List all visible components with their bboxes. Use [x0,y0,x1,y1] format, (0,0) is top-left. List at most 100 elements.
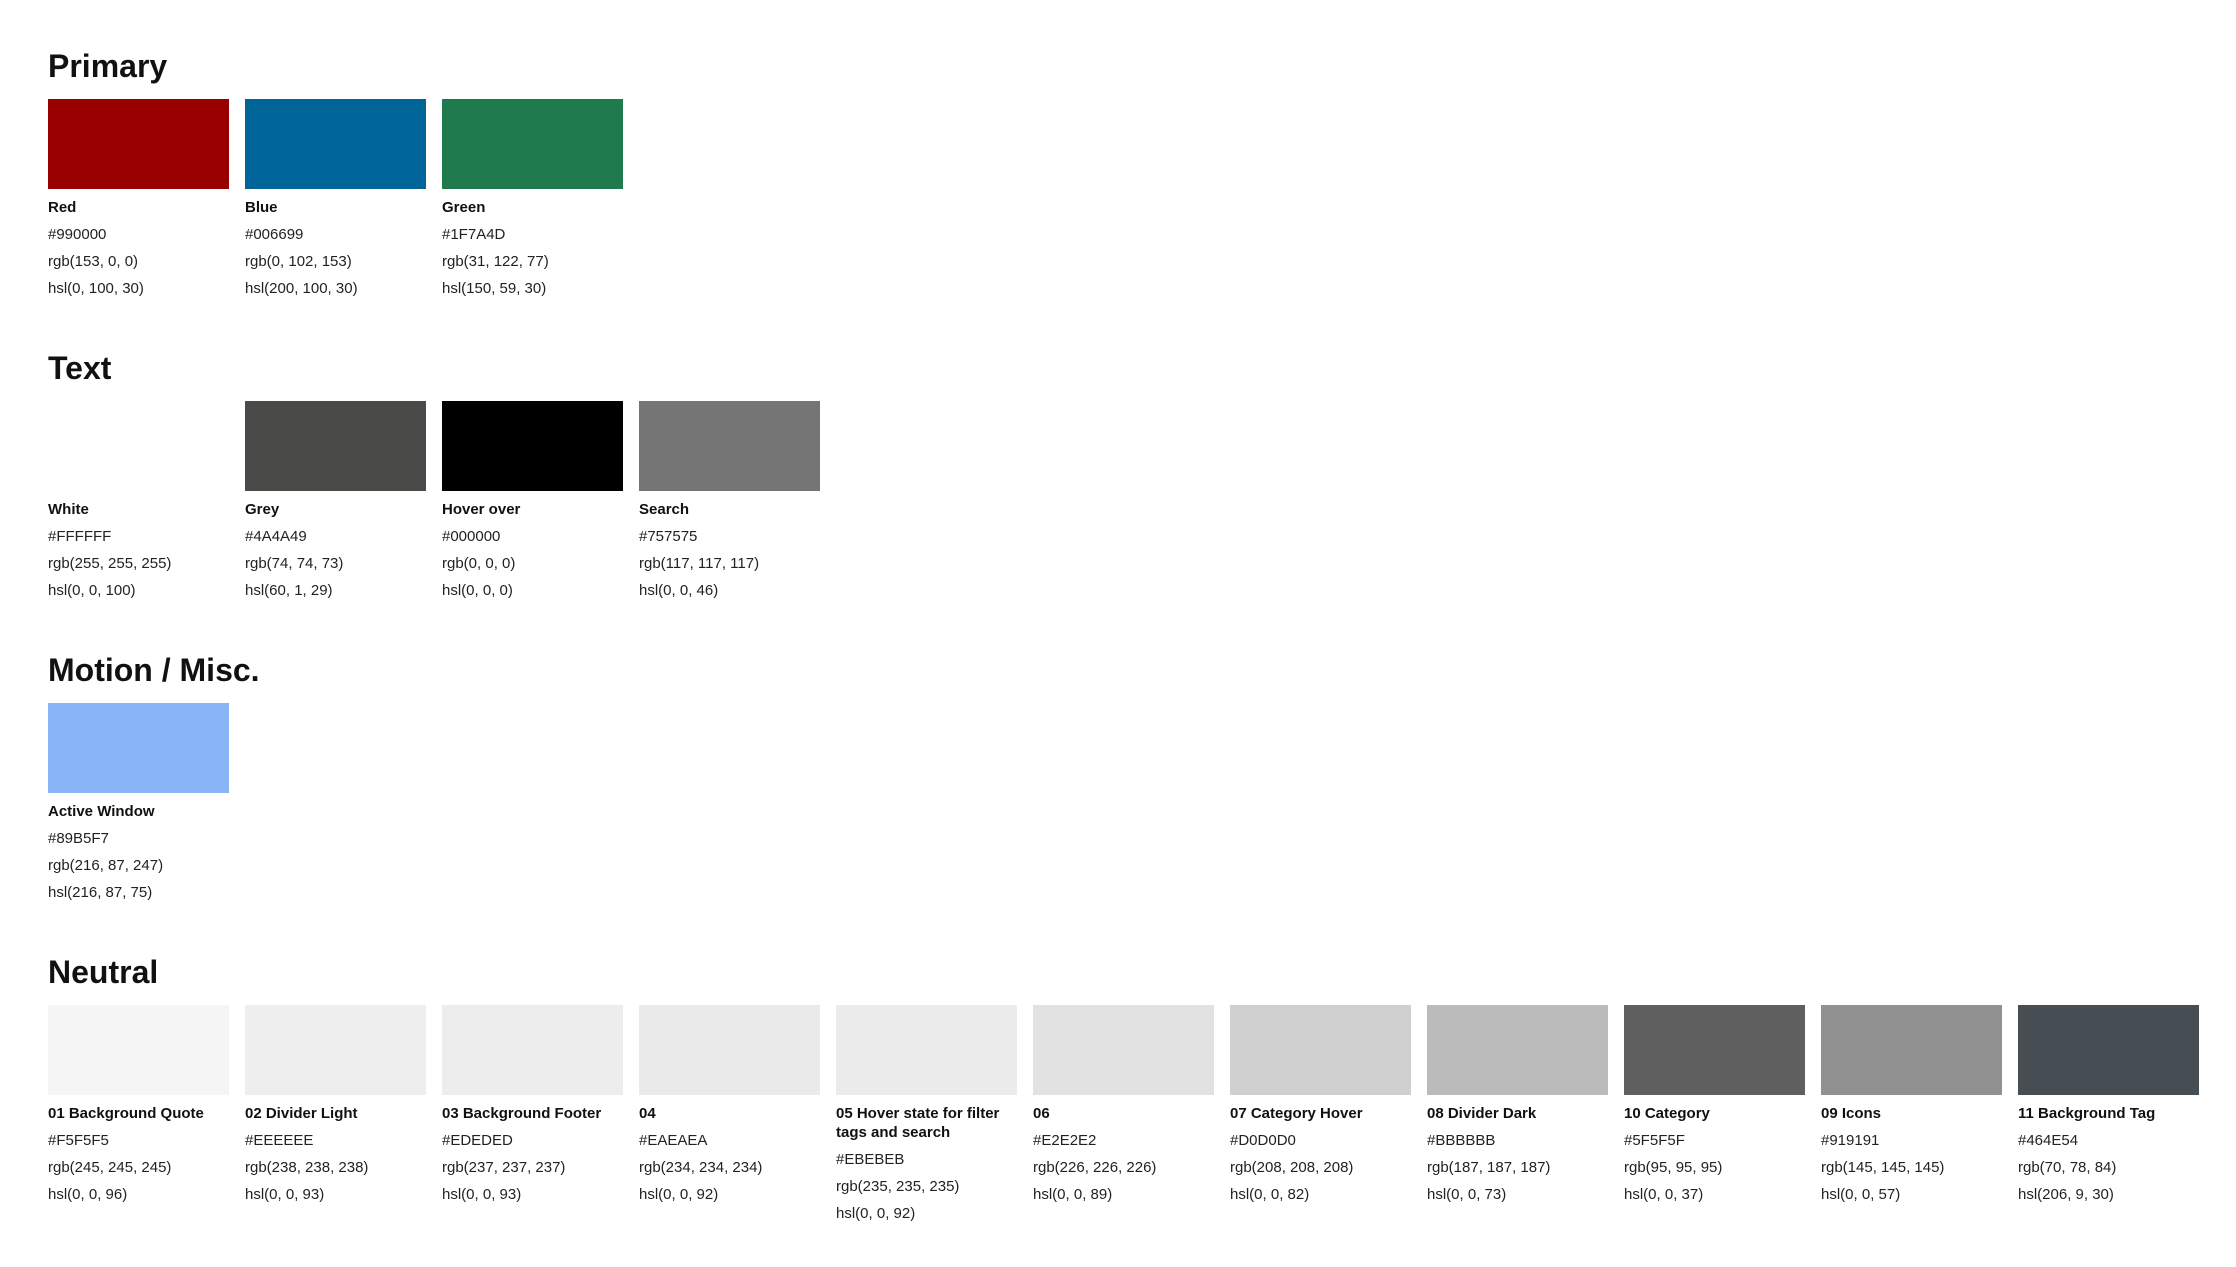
swatch-row: 01 Background Quote #F5F5F5 rgb(245, 245… [48,1005,2236,1231]
color-chip [48,99,229,189]
swatch-neutral-06: 06 #E2E2E2 rgb(226, 226, 226) hsl(0, 0, … [1033,1005,1214,1231]
swatch-hsl: hsl(206, 9, 30) [2018,1186,2114,1203]
swatch-rgb: rgb(0, 102, 153) [245,253,352,270]
swatch-row: Red #990000 rgb(153, 0, 0) hsl(0, 100, 3… [48,99,2236,306]
swatch-name: Grey [245,501,280,518]
section-text: Text White #FFFFFF rgb(255, 255, 255) hs… [48,348,2236,650]
swatch-name: Hover over [442,501,521,518]
swatch-neutral-04: 04 #EAEAEA rgb(234, 234, 234) hsl(0, 0, … [639,1005,820,1231]
swatch-rgb: rgb(237, 237, 237) [442,1159,566,1176]
swatch-hsl: hsl(0, 0, 96) [48,1186,128,1203]
swatch-rgb: rgb(187, 187, 187) [1427,1159,1551,1176]
swatch-hex: #EEEEEE [245,1132,314,1149]
swatch-neutral-11: 11 Background Tag #464E54 rgb(70, 78, 84… [2018,1005,2199,1231]
swatch-hex: #E2E2E2 [1033,1132,1097,1149]
swatch-hsl: hsl(0, 0, 46) [639,582,719,599]
swatch-hsl: hsl(0, 0, 0) [442,582,513,599]
swatch-name: 10 Category [1624,1105,1710,1122]
color-chip [1427,1005,1608,1095]
swatch-hsl: hsl(0, 0, 89) [1033,1186,1113,1203]
swatch-rgb: rgb(235, 235, 235) [836,1178,960,1195]
swatch-rgb: rgb(245, 245, 245) [48,1159,172,1176]
swatch-name: Red [48,199,77,216]
color-chip [836,1005,1017,1095]
color-chip [245,401,426,491]
color-chip [48,401,229,491]
swatch-hsl: hsl(0, 0, 73) [1427,1186,1507,1203]
swatch-neutral-09: 09 Icons #919191 rgb(145, 145, 145) hsl(… [1821,1005,2002,1231]
swatch-rgb: rgb(0, 0, 0) [442,555,516,572]
swatch-blue: Blue #006699 rgb(0, 102, 153) hsl(200, 1… [245,99,426,306]
swatch-white: White #FFFFFF rgb(255, 255, 255) hsl(0, … [48,401,229,608]
section-title: Text [48,350,112,386]
swatch-name: White [48,501,89,518]
swatch-hsl: hsl(0, 0, 92) [836,1205,916,1222]
swatch-red: Red #990000 rgb(153, 0, 0) hsl(0, 100, 3… [48,99,229,306]
swatch-row: White #FFFFFF rgb(255, 255, 255) hsl(0, … [48,401,2236,608]
swatch-hsl: hsl(0, 0, 82) [1230,1186,1310,1203]
swatch-hsl: hsl(216, 87, 75) [48,884,153,901]
swatch-rgb: rgb(238, 238, 238) [245,1159,369,1176]
swatch-hex: #464E54 [2018,1132,2079,1149]
swatch-search: Search #757575 rgb(117, 117, 117) hsl(0,… [639,401,820,608]
color-chip [442,401,623,491]
swatch-hsl: hsl(150, 59, 30) [442,280,547,297]
swatch-name: 04 [639,1105,656,1122]
swatch-name: 06 [1033,1105,1050,1122]
swatch-hex: #919191 [1821,1132,1880,1149]
swatch-hex: #D0D0D0 [1230,1132,1296,1149]
swatch-hex: #006699 [245,226,304,243]
swatch-rgb: rgb(74, 74, 73) [245,555,344,572]
swatch-hex: #4A4A49 [245,528,307,545]
swatch-hex: #BBBBBB [1427,1132,1496,1149]
swatch-rgb: rgb(216, 87, 247) [48,857,164,874]
color-chip [245,99,426,189]
color-chip [442,99,623,189]
swatch-neutral-07: 07 Category Hover #D0D0D0 rgb(208, 208, … [1230,1005,1411,1231]
swatch-hsl: hsl(0, 0, 93) [245,1186,325,1203]
swatch-neutral-08: 08 Divider Dark #BBBBBB rgb(187, 187, 18… [1427,1005,1608,1231]
swatch-neutral-01: 01 Background Quote #F5F5F5 rgb(245, 245… [48,1005,229,1231]
swatch-hsl: hsl(0, 0, 37) [1624,1186,1704,1203]
swatch-rgb: rgb(255, 255, 255) [48,555,172,572]
swatch-name: Active Window [48,803,155,820]
swatch-name: 02 Divider Light [245,1105,358,1122]
section-neutral: Neutral 01 Background Quote #F5F5F5 rgb(… [48,952,2236,1231]
color-palette-page: Primary Red #990000 rgb(153, 0, 0) hsl(0… [48,48,2236,1231]
swatch-hex: #89B5F7 [48,830,109,847]
swatch-row: Active Window #89B5F7 rgb(216, 87, 247) … [48,703,2236,910]
section-title: Neutral [48,954,159,990]
swatch-hsl: hsl(0, 0, 57) [1821,1186,1901,1203]
section-motion-misc: Motion / Misc. Active Window #89B5F7 rgb… [48,650,2236,952]
color-chip [1033,1005,1214,1095]
swatch-hex: #FFFFFF [48,528,112,545]
swatch-neutral-10: 10 Category #5F5F5F rgb(95, 95, 95) hsl(… [1624,1005,1805,1231]
swatch-hex: #757575 [639,528,698,545]
swatch-hex: #5F5F5F [1624,1132,1685,1149]
swatch-rgb: rgb(153, 0, 0) [48,253,139,270]
color-chip [442,1005,623,1095]
swatch-active-window: Active Window #89B5F7 rgb(216, 87, 247) … [48,703,229,910]
swatch-name: 03 Background Footer [442,1105,602,1122]
color-chip [48,1005,229,1095]
swatch-hsl: hsl(60, 1, 29) [245,582,333,599]
swatch-hsl: hsl(0, 100, 30) [48,280,144,297]
swatch-name: 11 Background Tag [2018,1105,2156,1122]
swatch-hsl: hsl(200, 100, 30) [245,280,358,297]
swatch-hex: #EBEBEB [836,1151,905,1168]
color-chip [1821,1005,2002,1095]
swatch-rgb: rgb(145, 145, 145) [1821,1159,1945,1176]
color-chip [1624,1005,1805,1095]
swatch-rgb: rgb(226, 226, 226) [1033,1159,1157,1176]
swatch-name: 09 Icons [1821,1105,1882,1122]
color-chip [1230,1005,1411,1095]
color-chip [2018,1005,2199,1095]
swatch-neutral-03: 03 Background Footer #EDEDED rgb(237, 23… [442,1005,623,1231]
swatch-hover-over: Hover over #000000 rgb(0, 0, 0) hsl(0, 0… [442,401,623,608]
swatch-name: Search [639,501,690,518]
swatch-hex: #EDEDED [442,1132,513,1149]
swatch-name: 08 Divider Dark [1427,1105,1537,1122]
swatch-hsl: hsl(0, 0, 100) [48,582,136,599]
swatch-name: 01 Background Quote [48,1105,204,1122]
swatch-rgb: rgb(31, 122, 77) [442,253,549,270]
